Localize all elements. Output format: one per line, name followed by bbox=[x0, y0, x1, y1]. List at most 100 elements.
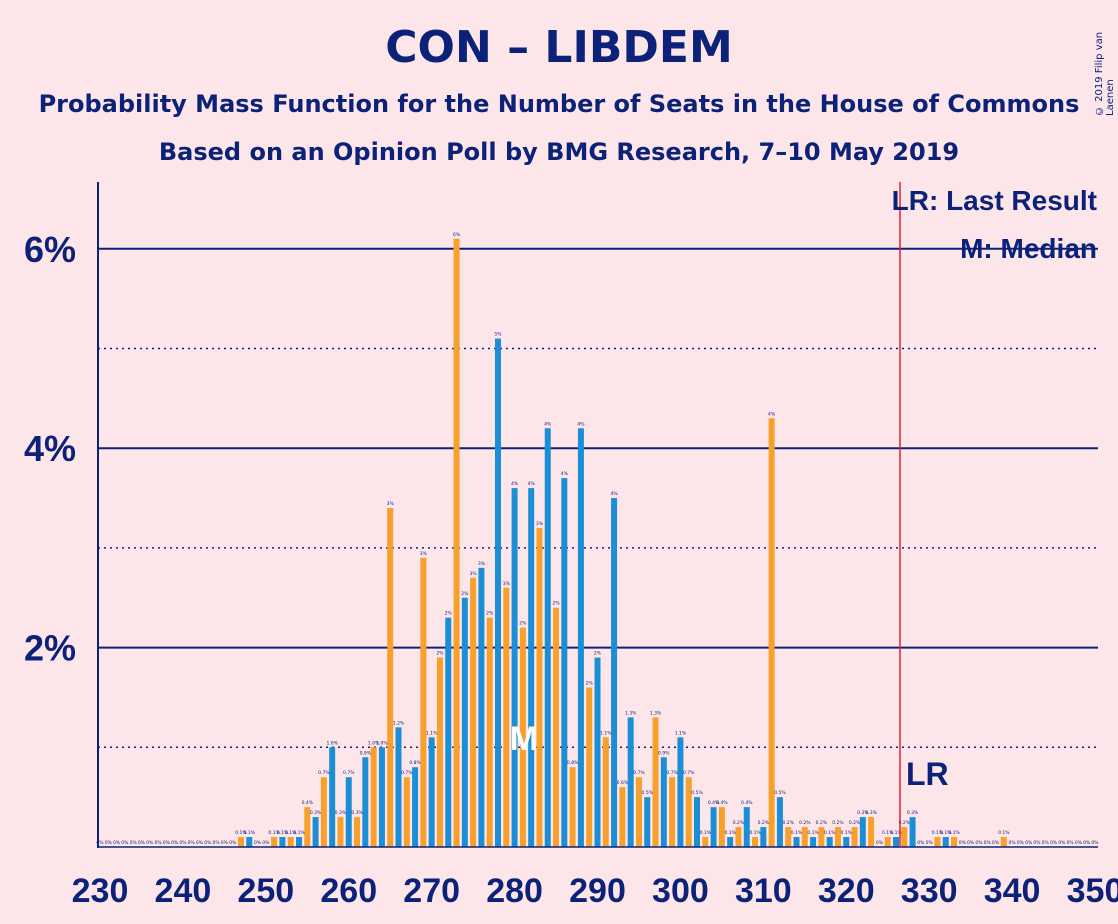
bar-289 bbox=[586, 687, 593, 847]
bar-327 bbox=[901, 827, 908, 847]
bar-256 bbox=[312, 817, 319, 847]
bar-label-345: 0% bbox=[1050, 840, 1058, 846]
bar-279 bbox=[503, 587, 510, 847]
bar-315 bbox=[801, 827, 808, 847]
bar-261 bbox=[354, 817, 361, 847]
bar-label-274: 2% bbox=[461, 591, 469, 597]
bar-269 bbox=[420, 557, 427, 847]
x-tick-label: 280 bbox=[486, 872, 543, 910]
bar-321 bbox=[851, 827, 858, 847]
bar-255 bbox=[304, 807, 311, 847]
x-tick-labels: 230 240 250 260 270 280 290 300 310 320 330 340 350 bbox=[72, 872, 1118, 910]
bar-339 bbox=[1000, 837, 1007, 847]
bar-label-296: 0.5% bbox=[642, 790, 654, 796]
bar-325 bbox=[884, 837, 891, 847]
bar-label-295: 0.7% bbox=[633, 770, 645, 776]
bar-265 bbox=[387, 508, 394, 847]
bar-304 bbox=[710, 807, 717, 847]
bar-label-348: 0% bbox=[1075, 840, 1083, 846]
bar-label-239: 0% bbox=[171, 840, 179, 846]
x-tick-label: 340 bbox=[984, 872, 1041, 910]
bar-label-327: 0.2% bbox=[899, 820, 911, 826]
bar-272 bbox=[445, 617, 452, 847]
bar-label-245: 0% bbox=[221, 840, 229, 846]
bar-label-343: 0% bbox=[1033, 840, 1041, 846]
bar-label-301: 0.7% bbox=[683, 770, 695, 776]
bar-label-285: 2% bbox=[552, 601, 560, 607]
bar-label-317: 0.2% bbox=[816, 820, 828, 826]
bar-label-330: 0% bbox=[926, 840, 934, 846]
bar-label-325: 0.1% bbox=[882, 830, 894, 836]
bar-323 bbox=[868, 817, 875, 847]
bar-290 bbox=[594, 657, 601, 847]
bar-284 bbox=[544, 428, 551, 847]
bar-318 bbox=[826, 837, 833, 847]
bar-label-324: 0% bbox=[876, 840, 884, 846]
chart-title: CON – LIBDEM bbox=[385, 22, 733, 73]
y-tick-label: 2% bbox=[24, 628, 76, 669]
bar-332 bbox=[942, 837, 949, 847]
bar-278 bbox=[495, 338, 501, 847]
bar-label-240: 0% bbox=[179, 840, 187, 846]
bar-label-331: 0.1% bbox=[932, 830, 944, 836]
bar-label-289: 2% bbox=[586, 680, 594, 686]
bar-label-280: 4% bbox=[511, 481, 519, 487]
bar-label-267: 0.7% bbox=[401, 770, 413, 776]
bar-label-307: 0.2% bbox=[733, 820, 745, 826]
chart-subtitle: Probability Mass Function for the Number… bbox=[38, 90, 1080, 118]
y-tick-labels: 2% 4% 6% bbox=[24, 229, 76, 669]
bar-262 bbox=[362, 757, 369, 847]
bar-277 bbox=[486, 617, 493, 847]
bar-label-278: 5% bbox=[494, 332, 502, 338]
bar-label-291: 1.1% bbox=[600, 730, 612, 736]
bar-labels: 0% 0% 0% 0% 0% 0% 0% 0% 0%0.1%0%0.1% 0.1%0.3%1.0%… bbox=[96, 232, 1099, 846]
bar-label-233: 0% bbox=[121, 840, 129, 846]
bar-label-323: 0.3% bbox=[865, 810, 877, 816]
bar-label-349: 0% bbox=[1083, 840, 1091, 846]
bar-label-329: 0% bbox=[917, 840, 925, 846]
bar-label-350: 0% bbox=[1091, 840, 1099, 846]
bar-label-265: 3% bbox=[387, 501, 395, 507]
bar-307 bbox=[735, 827, 742, 847]
bar-308 bbox=[743, 807, 750, 847]
bar-288 bbox=[577, 428, 584, 847]
bar-label-326: 0.1% bbox=[890, 830, 902, 836]
bar-label-313: 0.2% bbox=[782, 820, 794, 826]
bar-248 bbox=[246, 837, 253, 847]
bar-280 bbox=[511, 488, 518, 847]
bar-label-315: 0.2% bbox=[799, 820, 811, 826]
bar-270 bbox=[428, 737, 435, 847]
bar-label-303: 0.1% bbox=[700, 830, 712, 836]
bar-label-287: 0.8% bbox=[567, 760, 579, 766]
bar-label-275: 3% bbox=[470, 571, 478, 577]
x-tick-label: 290 bbox=[569, 872, 626, 910]
bar-label-253: 0.1% bbox=[285, 830, 297, 836]
bar-282 bbox=[528, 488, 535, 847]
bar-label-286: 4% bbox=[561, 471, 569, 477]
bar-label-273: 6% bbox=[453, 232, 461, 238]
bar-266 bbox=[395, 727, 402, 847]
bar-label-232: 0% bbox=[113, 840, 121, 846]
bar-label-309: 0.1% bbox=[749, 830, 761, 836]
bar-label-242: 0% bbox=[196, 840, 204, 846]
bar-label-234: 0% bbox=[130, 840, 138, 846]
bar-306 bbox=[727, 837, 734, 847]
bar-312 bbox=[776, 797, 783, 847]
bar-275 bbox=[470, 577, 477, 847]
bar-label-342: 0% bbox=[1025, 840, 1033, 846]
bar-label-254: 0.1% bbox=[293, 830, 305, 836]
bar-label-288: 4% bbox=[577, 421, 585, 427]
chart-subtitle-poll: Based on an Opinion Poll by BMG Research… bbox=[158, 138, 960, 166]
bar-label-251: 0.1% bbox=[268, 830, 280, 836]
bar-310 bbox=[760, 827, 767, 847]
bar-281 bbox=[519, 627, 526, 847]
bar-273 bbox=[453, 238, 460, 847]
bar-label-255: 0.4% bbox=[302, 800, 314, 806]
bar-292 bbox=[611, 498, 618, 847]
bar-label-283: 3% bbox=[536, 521, 544, 527]
x-tick-label: 300 bbox=[652, 872, 709, 910]
bar-297 bbox=[652, 717, 659, 847]
bar-label-241: 0% bbox=[188, 840, 196, 846]
median-marker: M bbox=[510, 720, 538, 758]
bar-label-261: 0.3% bbox=[351, 810, 363, 816]
